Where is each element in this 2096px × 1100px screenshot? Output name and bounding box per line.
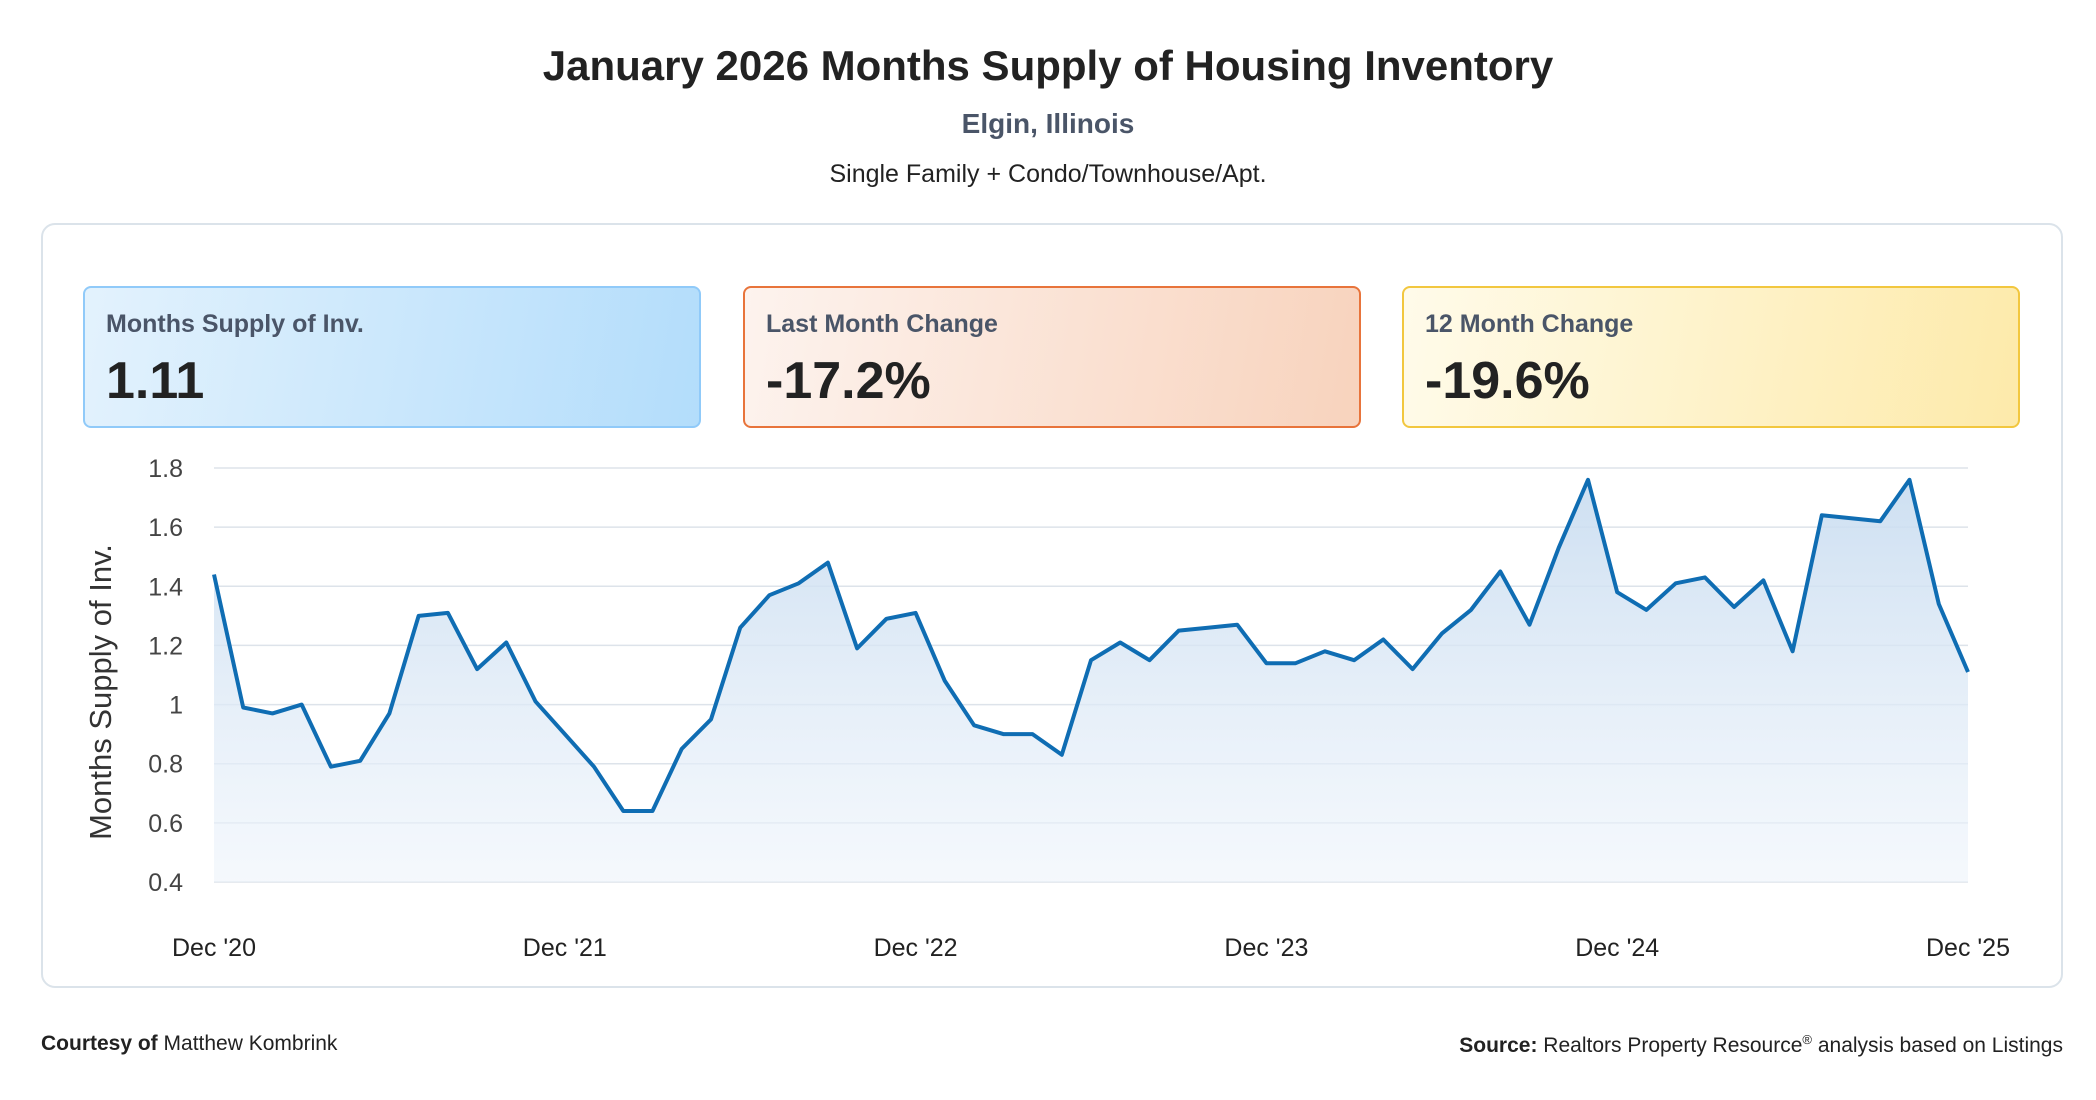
stat-label: Months Supply of Inv. xyxy=(106,310,364,338)
line-chart: 0.40.60.811.21.41.61.8 Dec '20 Dec '21 Dec… xyxy=(83,455,2010,962)
source-text-rest: analysis based on Listings xyxy=(1812,1034,2063,1057)
x-tick-label: Dec '21 xyxy=(523,934,607,962)
y-tick-label: 1.8 xyxy=(148,455,183,483)
y-tick-label: 0.6 xyxy=(148,810,183,838)
stat-label: 12 Month Change xyxy=(1425,310,1634,338)
courtesy-label: Courtesy of xyxy=(41,1032,158,1055)
y-tick-label: 1.6 xyxy=(148,514,183,542)
y-axis-label: Months Supply of Inv. xyxy=(83,544,118,840)
stat-months-supply: Months Supply of Inv. 1.11 xyxy=(83,286,701,428)
property-types: Single Family + Condo/Townhouse/Apt. xyxy=(829,160,1267,188)
courtesy-name: Matthew Kombrink xyxy=(163,1032,338,1055)
x-tick-label: Dec '20 xyxy=(172,934,256,962)
y-tick-label: 1.2 xyxy=(148,632,183,660)
footer-courtesy: Courtesy of Matthew Kombrink xyxy=(41,1032,337,1056)
chart-title: January 2026 Months Supply of Housing In… xyxy=(542,42,1554,89)
x-tick-label: Dec '25 xyxy=(1926,934,2010,962)
x-tick-label: Dec '24 xyxy=(1575,934,1659,962)
x-axis-ticks: Dec '20 Dec '21 Dec '22 Dec '23 Dec '24 Dec '… xyxy=(172,934,2010,962)
stat-value: -19.6% xyxy=(1425,352,1590,410)
y-tick-label: 1 xyxy=(169,692,183,720)
stat-value: -17.2% xyxy=(766,352,931,410)
source-text: Realtors Property Resource xyxy=(1543,1034,1803,1057)
x-tick-label: Dec '22 xyxy=(874,934,958,962)
series-area xyxy=(214,479,1968,882)
y-tick-label: 1.4 xyxy=(148,573,183,601)
source-label: Source: xyxy=(1459,1034,1538,1057)
y-axis-ticks: 0.4 0.6 0.8 1 1.2 1.4 1.6 1.8 xyxy=(148,455,183,897)
footer-source: Source: Realtors Property Resource® anal… xyxy=(1459,1032,2063,1058)
stat-last-month-change: Last Month Change -17.2% xyxy=(743,286,1361,428)
y-tick-label: 0.8 xyxy=(148,751,183,779)
y-tick-label: 0.4 xyxy=(148,869,183,897)
series-line xyxy=(212,477,1970,813)
stat-value: 1.11 xyxy=(106,352,205,410)
stat-12-month-change: 12 Month Change -19.6% xyxy=(1402,286,2020,428)
registered-mark: ® xyxy=(1802,1032,1812,1047)
location-subtitle: Elgin, Illinois xyxy=(961,108,1135,139)
stat-label: Last Month Change xyxy=(766,310,998,338)
x-tick-label: Dec '23 xyxy=(1224,934,1308,962)
